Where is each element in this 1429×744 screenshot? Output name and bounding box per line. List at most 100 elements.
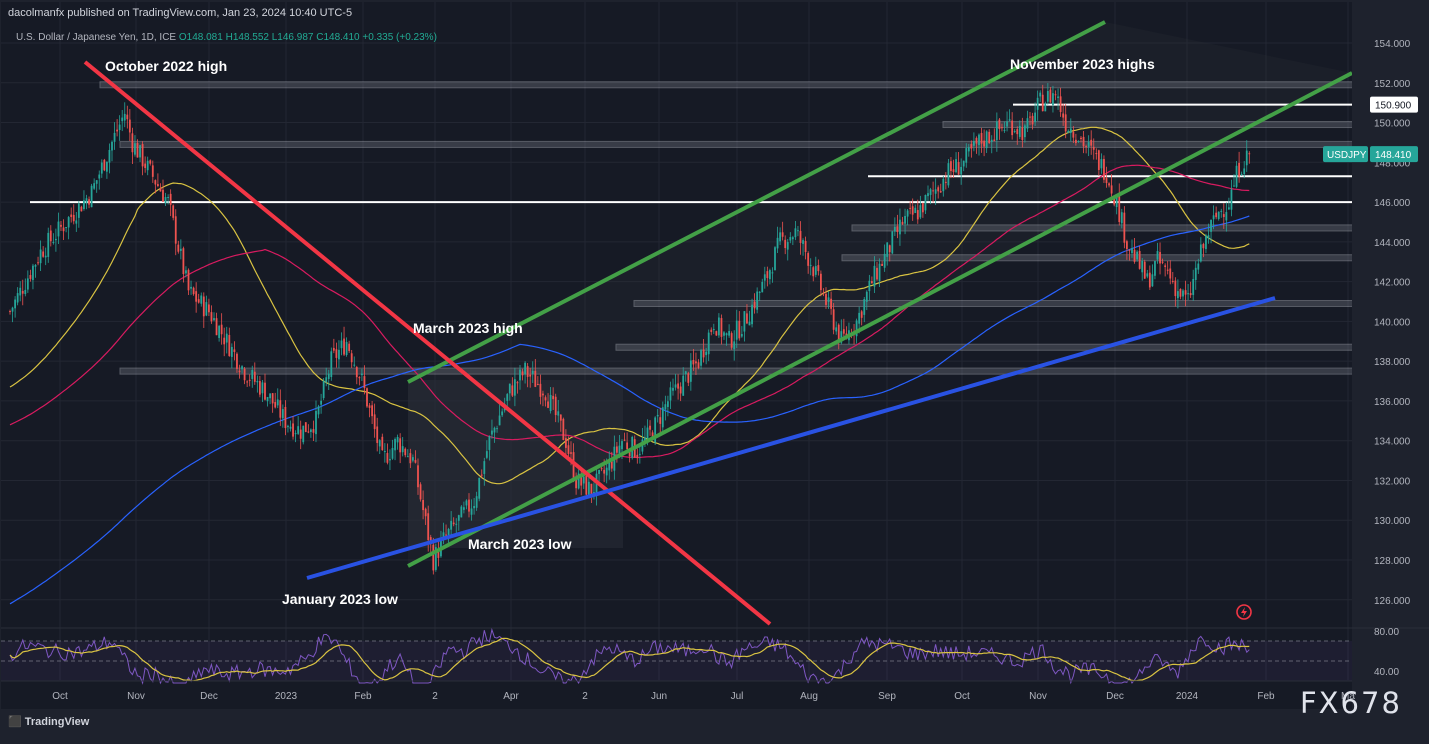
candle-body	[144, 163, 147, 168]
candle-body	[944, 181, 947, 183]
candle-body	[799, 230, 802, 243]
candle-body	[42, 251, 45, 257]
candle-body	[1177, 291, 1179, 299]
candle-body	[514, 379, 516, 396]
candle-body	[72, 214, 75, 222]
candle-body	[710, 329, 713, 332]
candle-body	[1148, 272, 1151, 288]
candle-body	[626, 442, 628, 449]
candle-body	[526, 366, 529, 377]
candle-body	[202, 296, 205, 317]
candle-body	[621, 441, 623, 450]
candle-body	[182, 248, 185, 275]
candle-body	[667, 401, 669, 407]
candle-body	[1062, 113, 1065, 118]
plot-background	[1, 2, 1429, 709]
candle-body	[480, 474, 483, 476]
candle-body	[896, 226, 899, 233]
candle-body	[735, 320, 738, 340]
y-tick-label: 130.000	[1374, 516, 1411, 527]
alert-icon[interactable]	[1236, 604, 1252, 620]
candle-body	[70, 214, 73, 217]
candle-body	[317, 406, 320, 415]
publisher-line: dacolmanfx published on TradingView.com,…	[8, 7, 353, 19]
time-axis[interactable]: Oct Nov Dec 2023 Feb 2 Apr 2 Jun Jul Aug Sep Oct Nov D…	[1, 680, 1355, 702]
tradingview-logo[interactable]: ⬛ TradingView	[8, 715, 89, 728]
candle-body	[366, 388, 368, 407]
candle-body	[271, 393, 274, 404]
candle-body	[404, 448, 407, 456]
rsi-signal-line	[9, 637, 1250, 682]
candle-body	[1159, 252, 1161, 264]
candle-body	[136, 143, 139, 158]
candle-body	[1031, 115, 1034, 125]
candle-body	[483, 461, 486, 474]
candle-body	[684, 371, 687, 375]
candle-body	[9, 311, 11, 313]
candle-body	[899, 219, 901, 235]
candle-body	[886, 242, 889, 257]
candle-body	[450, 520, 453, 530]
candle-body	[1024, 125, 1026, 138]
candle-body	[49, 230, 52, 242]
candle-body	[322, 380, 325, 399]
candle-body	[906, 210, 909, 217]
candle-body	[549, 394, 552, 412]
candle-body	[1217, 211, 1220, 219]
candle-body	[363, 376, 366, 389]
candle-body	[192, 287, 195, 295]
candle-body	[1189, 293, 1192, 296]
candle-body	[1029, 116, 1031, 118]
candle-body	[1230, 189, 1233, 210]
candle-body	[238, 370, 241, 373]
candle-body	[468, 499, 470, 512]
candle-body	[1039, 92, 1042, 97]
annotation-label: October 2022 high	[105, 58, 227, 74]
candle-body	[891, 231, 894, 254]
candle-body	[1077, 140, 1080, 142]
candle-body	[572, 452, 575, 480]
candle-body	[419, 484, 422, 500]
candle-body	[1245, 150, 1248, 166]
candle-body	[1052, 93, 1054, 106]
candle-body	[389, 458, 391, 461]
candle-body	[998, 119, 1001, 129]
candle-body	[491, 430, 493, 435]
candle-body	[893, 226, 896, 232]
candle-body	[593, 492, 595, 494]
price-axis[interactable]: 154.000 152.000 150.000 148.000 146.000 144.0…	[1352, 0, 1429, 739]
candle-body	[840, 331, 843, 343]
symbol-title: U.S. Dollar / Japanese Yen, 1D, ICE	[16, 32, 177, 43]
candle-body	[937, 187, 940, 192]
candle-body	[791, 237, 794, 240]
candle-body	[554, 396, 557, 416]
candle-body	[355, 367, 358, 378]
candle-body	[442, 532, 445, 540]
candle-body	[172, 205, 175, 218]
candle-body	[1011, 120, 1014, 136]
candle-body	[802, 240, 804, 244]
candle-body	[664, 404, 667, 410]
x-tick-label: Apr	[503, 691, 519, 702]
candle-body	[616, 446, 618, 453]
candle-body	[901, 221, 904, 225]
candle-body	[547, 401, 549, 408]
candle-body	[771, 272, 774, 274]
candle-body	[1075, 139, 1077, 144]
candle-body	[1225, 212, 1228, 221]
candle-body	[1080, 137, 1082, 140]
candle-body	[1138, 250, 1141, 269]
candle-body	[794, 228, 797, 238]
candle-body	[993, 139, 996, 142]
candle-body	[1205, 235, 1207, 250]
candle-body	[304, 422, 307, 432]
candle-body	[873, 265, 876, 287]
candle-body	[406, 456, 409, 458]
candle-body	[888, 245, 891, 253]
symbol-info: U.S. Dollar / Japanese Yen, 1D, ICE O148…	[16, 32, 437, 43]
candle-body	[519, 369, 521, 381]
level-zone	[119, 140, 1366, 148]
candle-body	[60, 224, 62, 227]
